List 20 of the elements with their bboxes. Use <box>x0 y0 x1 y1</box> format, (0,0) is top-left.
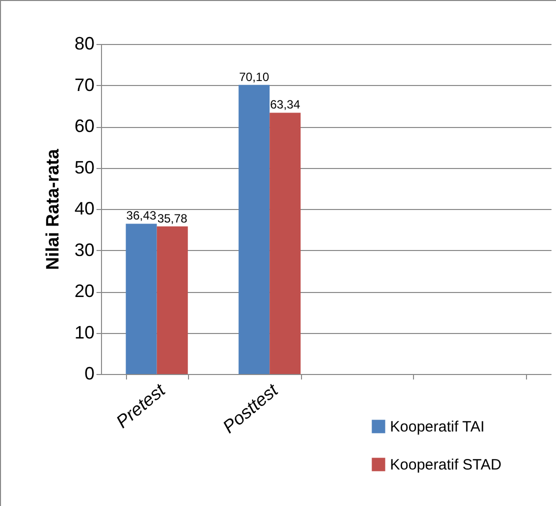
data-label: 63,34 <box>270 98 300 112</box>
y-tick-label: 20 <box>74 281 94 301</box>
y-axis-title: Nilai Rata-rata <box>42 148 62 270</box>
bar <box>156 226 188 374</box>
bar <box>270 112 301 374</box>
legend-label: Kooperatif TAI <box>390 418 484 436</box>
bar <box>238 84 270 374</box>
y-tick-label: 40 <box>74 198 94 218</box>
legend-label: Kooperatif STAD <box>390 456 502 474</box>
y-tick-label: 70 <box>74 74 94 95</box>
data-label: 36,43 <box>126 208 157 223</box>
bar <box>126 224 157 374</box>
y-tick-label: 0 <box>84 364 94 384</box>
y-tick-label: 80 <box>74 34 94 54</box>
data-label: 35,78 <box>157 211 188 226</box>
y-tick-label: 30 <box>74 240 94 260</box>
y-tick-label: 60 <box>74 116 94 136</box>
y-tick-label: 10 <box>74 322 94 342</box>
y-tick-label: 50 <box>74 157 94 178</box>
data-label: 70,10 <box>239 70 270 84</box>
